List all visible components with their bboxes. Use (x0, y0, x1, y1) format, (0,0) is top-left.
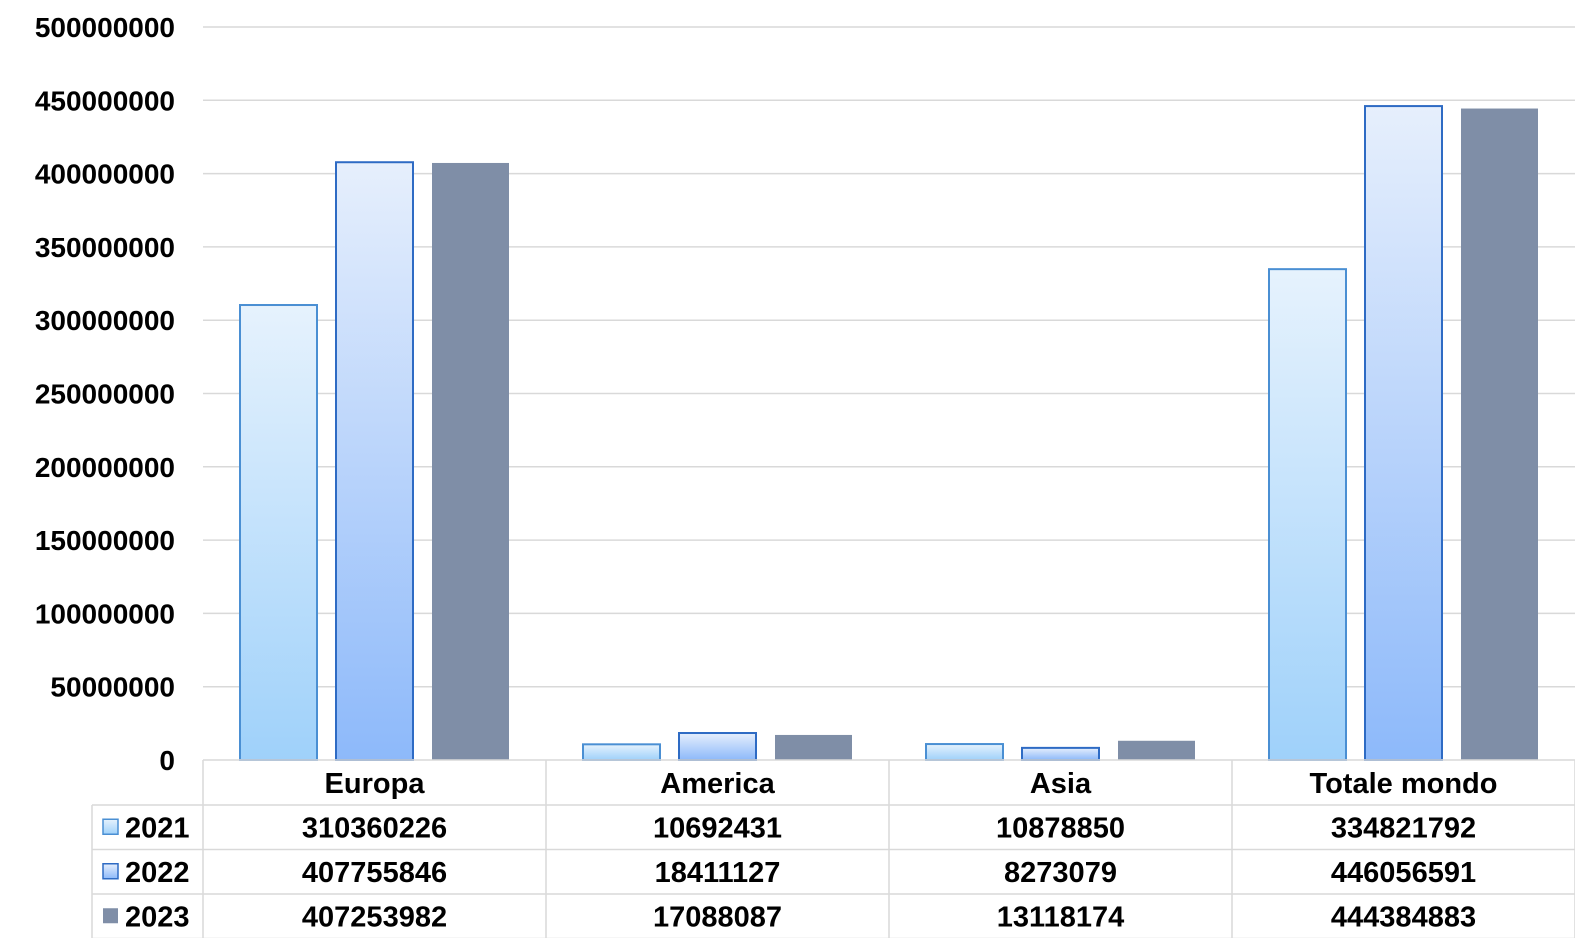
y-tick-label: 300000000 (35, 305, 175, 336)
bar-2021-2 (925, 743, 1004, 762)
data-label: 444384883 (1331, 901, 1476, 933)
data-label: 10692431 (653, 812, 782, 844)
y-tick-label: 200000000 (35, 452, 175, 483)
legend-key-2022 (102, 863, 119, 880)
bar-2022-3 (1364, 105, 1443, 761)
y-tick-label: 0 (159, 745, 175, 776)
data-label: 18411127 (655, 857, 781, 889)
legend-label: 2022 (125, 857, 190, 889)
bar-2021-1 (582, 743, 661, 761)
data-label: 10878850 (996, 812, 1125, 844)
data-label: 17088087 (653, 901, 782, 933)
bar-2021-0 (239, 304, 318, 761)
y-tick-label: 350000000 (35, 232, 175, 263)
legend-key-2023 (103, 908, 118, 924)
legend-label: 2023 (125, 901, 190, 933)
legend-label: 2021 (125, 812, 190, 844)
data-label: 310360226 (302, 812, 447, 844)
y-tick-label: 150000000 (35, 525, 175, 556)
data-table: Europa America Asia Totale mondo 2021 3103602… (91, 759, 1575, 938)
bars (239, 105, 1538, 762)
bar-2023-1 (775, 734, 852, 760)
bar-2023-2 (1118, 740, 1195, 760)
data-label: 334821792 (1331, 812, 1476, 844)
data-label: 446056591 (1331, 857, 1476, 889)
category-label: America (660, 768, 775, 800)
y-tick-label: 500000000 (35, 12, 175, 43)
bar-2021-3 (1268, 268, 1347, 761)
category-label: Totale mondo (1310, 768, 1498, 800)
y-tick-label: 250000000 (35, 379, 175, 410)
y-tick-label: 400000000 (35, 159, 175, 190)
category-label: Asia (1030, 768, 1092, 800)
data-label: 13118174 (997, 901, 1124, 933)
bar-2023-0 (432, 162, 509, 760)
y-tick-label: 100000000 (35, 598, 175, 629)
legend-key-2021 (102, 818, 119, 835)
bar-2023-3 (1461, 108, 1538, 761)
y-tick-label: 50000000 (50, 672, 175, 703)
y-axis: 0 50000000 100000000 150000000 200000000 2500… (35, 12, 175, 776)
bar-2022-2 (1021, 746, 1100, 761)
data-label: 8273079 (1004, 857, 1117, 889)
data-label: 407755846 (302, 857, 447, 889)
y-tick-label: 450000000 (35, 85, 175, 116)
gridlines (203, 26, 1575, 688)
category-label: Europa (325, 768, 426, 800)
bar-2022-0 (335, 161, 414, 762)
bar-2022-1 (678, 732, 757, 761)
data-label: 407253982 (302, 901, 447, 933)
